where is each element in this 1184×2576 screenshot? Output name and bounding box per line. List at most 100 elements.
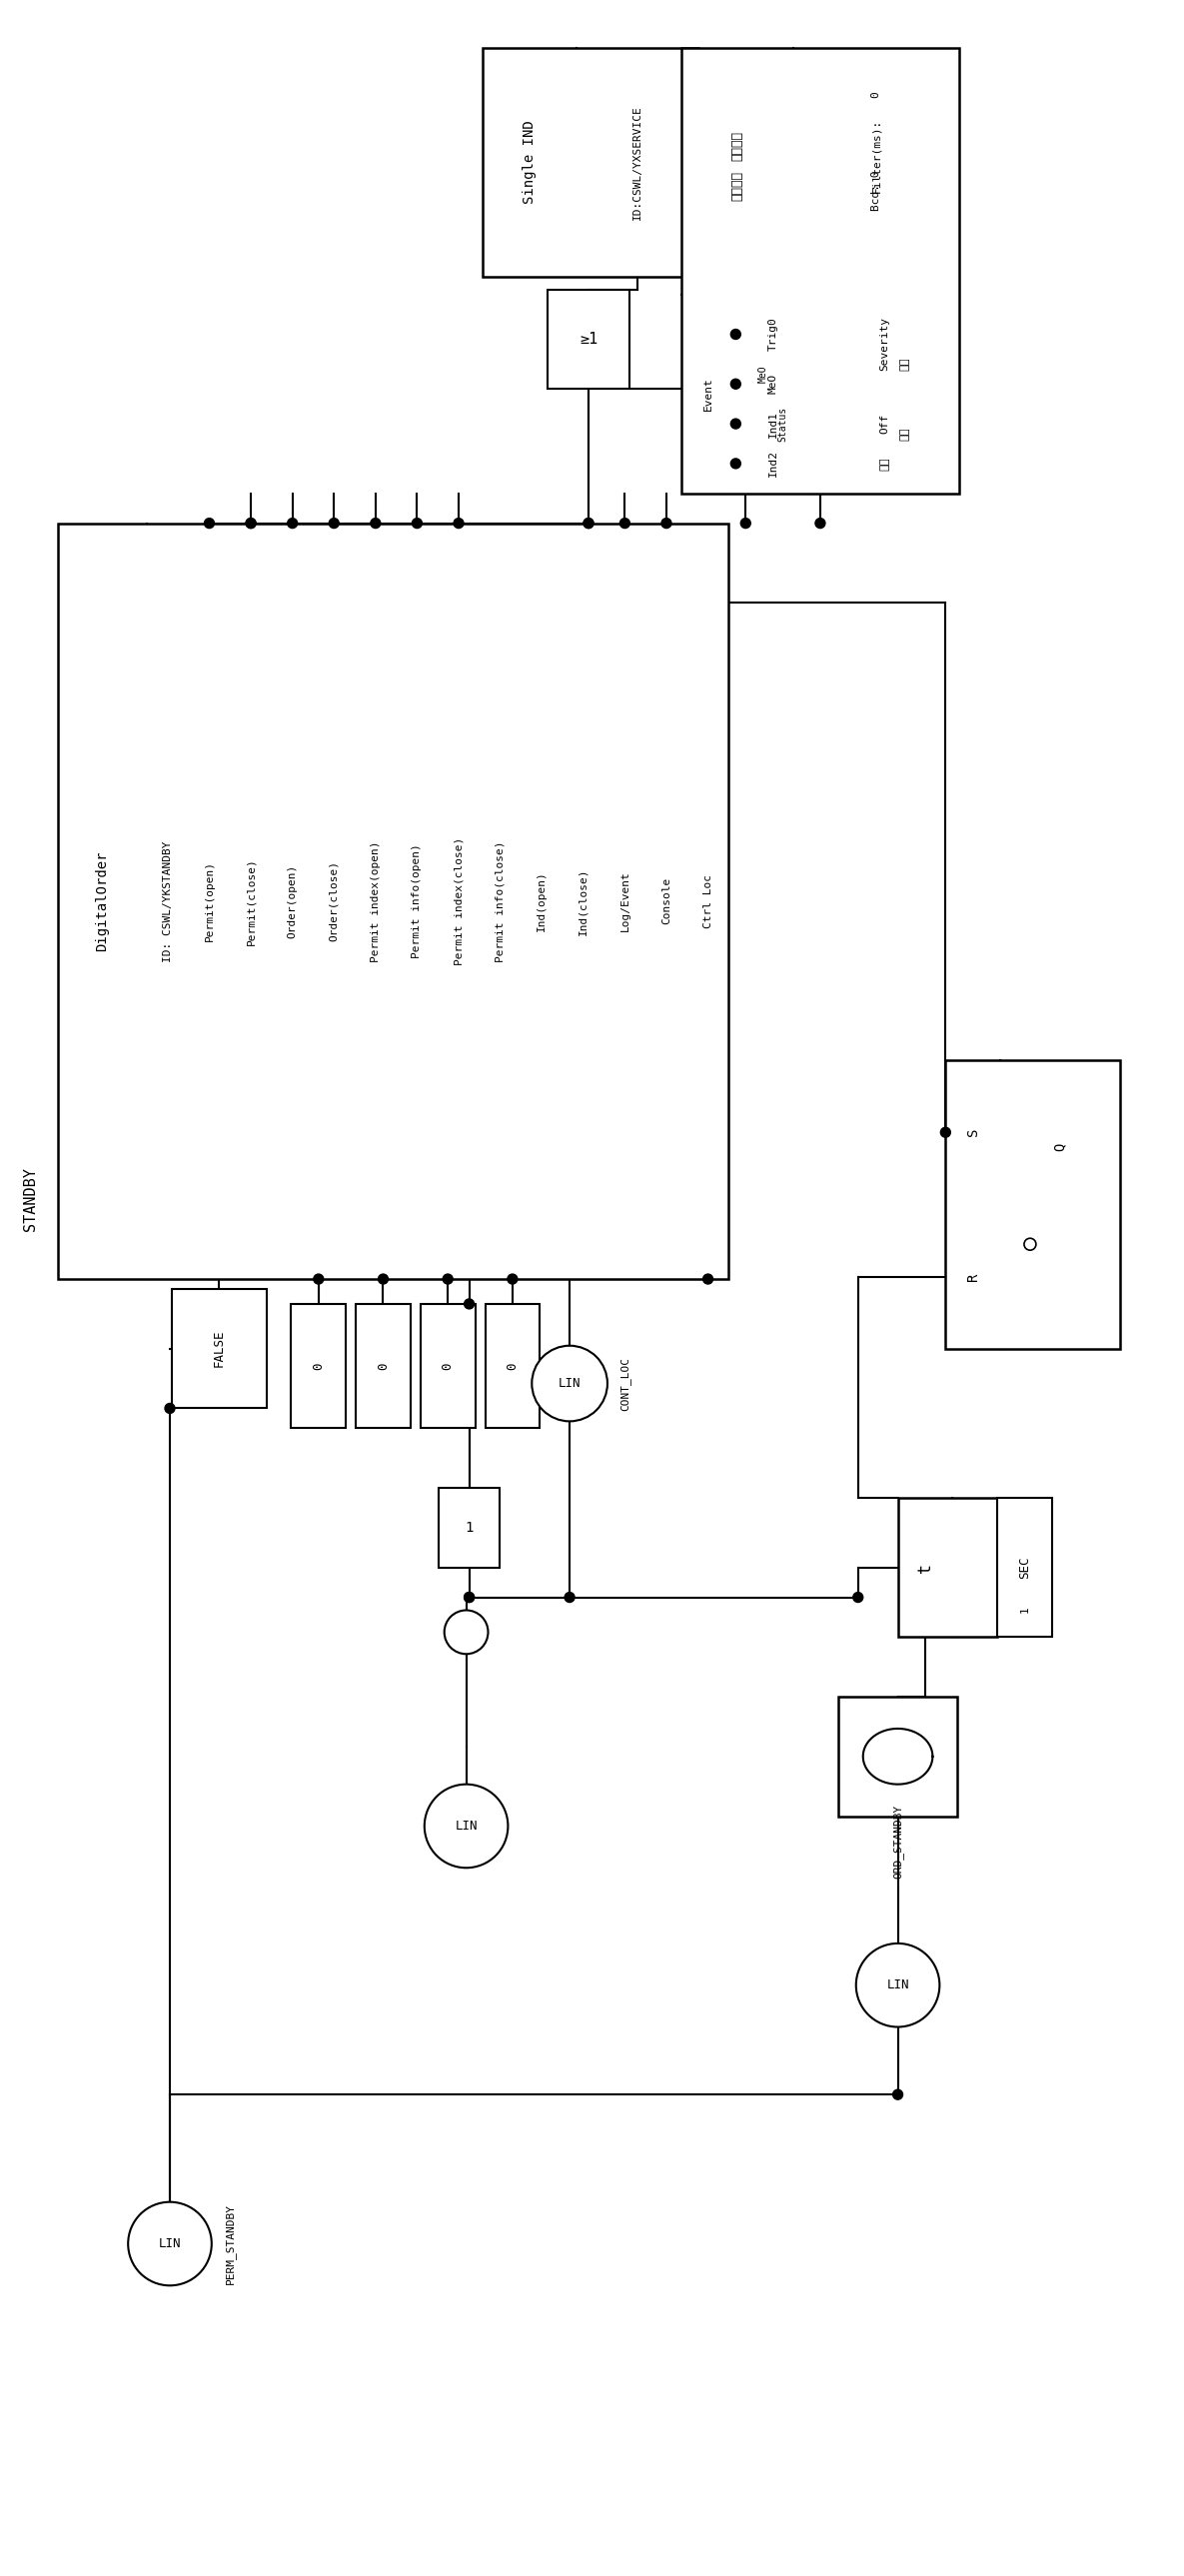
- Text: 0: 0: [442, 1363, 455, 1370]
- Text: LIN: LIN: [455, 1819, 477, 1832]
- Text: Ind2: Ind2: [768, 451, 778, 477]
- Text: S: S: [966, 1128, 980, 1136]
- Text: LIN: LIN: [887, 1978, 909, 1991]
- Circle shape: [205, 518, 214, 528]
- Text: LIN: LIN: [159, 2239, 181, 2251]
- Bar: [485, 1303, 540, 1427]
- Circle shape: [246, 518, 256, 528]
- Circle shape: [444, 1610, 488, 1654]
- Circle shape: [852, 1592, 863, 1602]
- Circle shape: [128, 2202, 212, 2285]
- Text: 正常: 正常: [900, 428, 909, 440]
- Text: 切换模块: 切换模块: [731, 170, 744, 201]
- Text: 1: 1: [465, 1520, 474, 1535]
- Text: LIN: LIN: [559, 1378, 581, 1391]
- Text: MeO: MeO: [768, 374, 778, 394]
- Circle shape: [662, 518, 671, 528]
- Text: STANDBY: STANDBY: [24, 1167, 38, 1231]
- Text: Log/Event: Log/Event: [620, 871, 630, 933]
- Circle shape: [424, 1785, 508, 1868]
- Circle shape: [1024, 1239, 1036, 1249]
- Text: Console: Console: [662, 878, 671, 925]
- Text: Trig0: Trig0: [768, 317, 778, 350]
- Circle shape: [584, 518, 593, 528]
- Text: 正常: 正常: [900, 358, 909, 371]
- Circle shape: [329, 518, 339, 528]
- Circle shape: [741, 518, 751, 528]
- Circle shape: [816, 518, 825, 528]
- Circle shape: [620, 518, 630, 528]
- Text: Permit index(open): Permit index(open): [371, 840, 380, 961]
- Text: t: t: [916, 1564, 934, 1571]
- Bar: [997, 1497, 1051, 1638]
- Circle shape: [412, 518, 422, 528]
- Text: 0: 0: [377, 1363, 390, 1370]
- Circle shape: [464, 1592, 474, 1602]
- Text: Ind(close): Ind(close): [578, 868, 588, 935]
- Text: Off: Off: [880, 415, 890, 433]
- Text: CONT_LOC: CONT_LOC: [619, 1358, 630, 1412]
- Text: Bcd: 0: Bcd: 0: [871, 170, 881, 211]
- Circle shape: [508, 1275, 517, 1283]
- Bar: [482, 49, 699, 276]
- Bar: [420, 1303, 475, 1427]
- Circle shape: [532, 1345, 607, 1422]
- Text: 0: 0: [313, 1363, 326, 1370]
- Text: Order(open): Order(open): [288, 863, 297, 938]
- Text: 启用: 启用: [880, 456, 890, 471]
- Circle shape: [731, 379, 741, 389]
- Circle shape: [165, 1404, 175, 1414]
- Text: Severity: Severity: [880, 317, 890, 371]
- Text: Ctrl Loc: Ctrl Loc: [703, 873, 713, 927]
- Text: Status: Status: [778, 407, 787, 440]
- Bar: [438, 1489, 500, 1566]
- Text: Q: Q: [1053, 1144, 1067, 1151]
- Text: Ind1: Ind1: [768, 410, 778, 438]
- Text: Permit(open): Permit(open): [205, 860, 214, 943]
- Text: 0: 0: [871, 90, 881, 152]
- Circle shape: [464, 1592, 474, 1602]
- Bar: [58, 523, 728, 1280]
- Text: Single IND: Single IND: [522, 121, 536, 204]
- Text: PERM_STANDBY: PERM_STANDBY: [225, 2202, 236, 2285]
- Bar: [548, 289, 629, 389]
- Bar: [946, 1061, 1120, 1350]
- Bar: [356, 1303, 411, 1427]
- Bar: [291, 1303, 346, 1427]
- Circle shape: [246, 518, 256, 528]
- Text: Filter(ms):: Filter(ms):: [871, 118, 881, 193]
- Circle shape: [565, 1592, 574, 1602]
- Circle shape: [940, 1128, 951, 1139]
- Circle shape: [371, 518, 380, 528]
- Circle shape: [731, 459, 741, 469]
- Circle shape: [453, 518, 464, 528]
- Text: ORD_STANDBY: ORD_STANDBY: [893, 1803, 903, 1878]
- Circle shape: [288, 518, 297, 528]
- Circle shape: [314, 1275, 323, 1283]
- Bar: [838, 1698, 958, 1816]
- Circle shape: [378, 1275, 388, 1283]
- Circle shape: [731, 420, 741, 428]
- Bar: [897, 1497, 997, 1638]
- Text: 0: 0: [506, 1363, 519, 1370]
- Text: 1: 1: [1019, 1605, 1030, 1613]
- Text: MeO: MeO: [758, 366, 768, 384]
- Circle shape: [893, 2089, 902, 2099]
- Text: Permit info(open): Permit info(open): [412, 845, 422, 958]
- Text: Permit info(close): Permit info(close): [495, 840, 506, 961]
- Text: ID:CSWL/YXSERVICE: ID:CSWL/YXSERVICE: [632, 106, 643, 219]
- Circle shape: [703, 1275, 713, 1283]
- Circle shape: [464, 1298, 474, 1309]
- Bar: [172, 1288, 266, 1409]
- Circle shape: [443, 1275, 452, 1283]
- Text: ID: CSWL/YKSTANDBY: ID: CSWL/YKSTANDBY: [162, 840, 173, 961]
- Bar: [681, 49, 959, 495]
- Text: Order(close): Order(close): [329, 860, 339, 943]
- Text: FALSE: FALSE: [213, 1329, 226, 1368]
- Circle shape: [584, 518, 593, 528]
- Circle shape: [856, 1942, 940, 2027]
- Text: Event: Event: [703, 376, 713, 410]
- Text: 告警指令: 告警指令: [731, 131, 744, 162]
- Text: R: R: [966, 1273, 980, 1280]
- Text: DigitalOrder: DigitalOrder: [95, 850, 109, 951]
